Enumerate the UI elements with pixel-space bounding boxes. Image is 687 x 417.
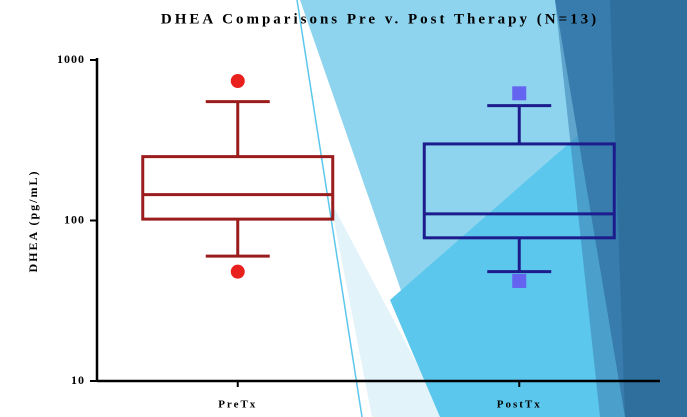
y-axis-label: DHEA (pg/mL) — [26, 169, 40, 272]
box — [141, 155, 335, 221]
y-tick-label: 10 — [71, 373, 85, 387]
outlier — [512, 86, 527, 101]
background-decoration — [296, 0, 687, 417]
y-tick-label: 100 — [64, 212, 85, 226]
outlier — [230, 264, 245, 279]
chart-title: DHEA Comparisons Pre v. Post Therapy (N=… — [161, 11, 599, 27]
x-tick-label: PostTx — [497, 399, 542, 411]
outlier — [512, 273, 527, 288]
box — [422, 142, 616, 240]
outlier — [230, 73, 245, 88]
x-tick-label: PreTx — [218, 399, 257, 411]
y-tick-label: 1000 — [57, 52, 85, 66]
